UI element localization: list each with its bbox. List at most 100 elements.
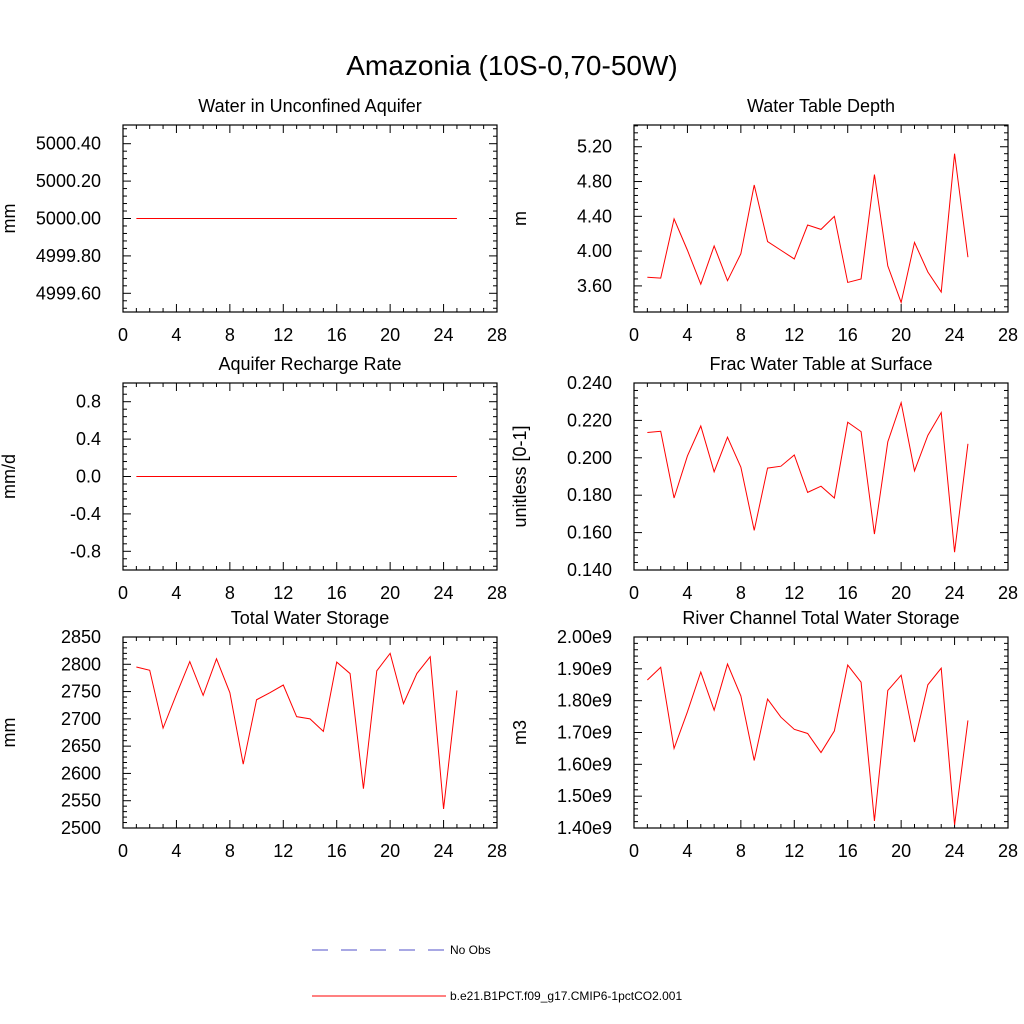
y-tick-label: 4999.80 bbox=[36, 246, 101, 266]
y-tick-label: 1.40e9 bbox=[557, 818, 612, 838]
y-tick-label: 0.140 bbox=[567, 560, 612, 580]
x-tick-label: 4 bbox=[171, 325, 181, 345]
panel-1: Water in Unconfined Aquifer 0 4 8 12 16 20 24 28… bbox=[0, 96, 507, 345]
y-tick-label: 2500 bbox=[61, 818, 101, 838]
panel-title: Water Table Depth bbox=[747, 96, 895, 116]
y-tick-label: 0.240 bbox=[567, 373, 612, 393]
x-tick-label: 0 bbox=[629, 841, 639, 861]
series-line bbox=[647, 153, 969, 305]
panel-title: Aquifer Recharge Rate bbox=[218, 354, 401, 374]
x-tick-label: 8 bbox=[736, 583, 746, 603]
y-tick-label: 2700 bbox=[61, 709, 101, 729]
series-line bbox=[647, 662, 969, 825]
x-tick-label: 0 bbox=[118, 583, 128, 603]
x-tick-label: 24 bbox=[434, 325, 454, 345]
x-tick-label: 16 bbox=[327, 325, 347, 345]
series-line bbox=[647, 400, 969, 553]
x-tick-label: 16 bbox=[327, 583, 347, 603]
x-tick-label: 16 bbox=[838, 583, 858, 603]
y-tick-label: 0.180 bbox=[567, 485, 612, 505]
x-tick-label: 4 bbox=[682, 583, 692, 603]
x-tick-label: 0 bbox=[629, 583, 639, 603]
x-tick-label: 4 bbox=[171, 583, 181, 603]
legend: No Obs b.e21.B1PCT.f09_g17.CMIP6-1pctCO2… bbox=[312, 943, 682, 1003]
x-tick-label: 12 bbox=[784, 325, 804, 345]
y-tick-label: 5000.20 bbox=[36, 171, 101, 191]
x-tick-label: 8 bbox=[225, 583, 235, 603]
x-tick-label: 12 bbox=[273, 583, 293, 603]
x-tick-label: 12 bbox=[784, 841, 804, 861]
x-tick-label: 16 bbox=[327, 841, 347, 861]
panel-title: River Channel Total Water Storage bbox=[682, 608, 959, 628]
y-tick-label: 1.90e9 bbox=[557, 659, 612, 679]
plot-frame bbox=[633, 382, 1009, 571]
y-axis-label: mm bbox=[0, 204, 19, 234]
x-tick-label: 28 bbox=[998, 583, 1018, 603]
x-tick-label: 28 bbox=[487, 583, 507, 603]
y-tick-label: 2800 bbox=[61, 654, 101, 674]
y-tick-label: 0.8 bbox=[76, 392, 101, 412]
x-tick-label: 20 bbox=[380, 583, 400, 603]
y-tick-label: 0.200 bbox=[567, 448, 612, 468]
x-tick-label: 0 bbox=[118, 841, 128, 861]
x-tick-label: 24 bbox=[945, 325, 965, 345]
series-line bbox=[136, 652, 458, 809]
x-tick-label: 20 bbox=[891, 325, 911, 345]
y-axis-label: mm bbox=[0, 718, 19, 748]
plot-frame bbox=[633, 124, 1009, 313]
y-tick-label: 0.160 bbox=[567, 523, 612, 543]
panel-title: Water in Unconfined Aquifer bbox=[198, 96, 421, 116]
legend-model-label: b.e21.B1PCT.f09_g17.CMIP6-1pctCO2.001 bbox=[450, 989, 682, 1003]
panels-group: Water in Unconfined Aquifer 0 4 8 12 16 20 24 28… bbox=[0, 96, 1018, 861]
x-tick-label: 28 bbox=[487, 325, 507, 345]
y-tick-label: 5.20 bbox=[577, 137, 612, 157]
y-tick-label: 3.60 bbox=[577, 276, 612, 296]
y-axis-label: m bbox=[510, 211, 530, 226]
y-tick-label: 2650 bbox=[61, 736, 101, 756]
panel-title: Frac Water Table at Surface bbox=[709, 354, 932, 374]
y-tick-label: 4.80 bbox=[577, 172, 612, 192]
x-tick-label: 20 bbox=[380, 325, 400, 345]
x-tick-label: 24 bbox=[945, 841, 965, 861]
x-tick-label: 24 bbox=[434, 583, 454, 603]
x-tick-label: 20 bbox=[891, 583, 911, 603]
panel-6: River Channel Total Water Storage 0 4 8 12 16… bbox=[510, 608, 1018, 861]
x-tick-label: 8 bbox=[225, 325, 235, 345]
y-tick-label: 5000.00 bbox=[36, 209, 101, 229]
y-tick-label: 2600 bbox=[61, 763, 101, 783]
y-axis-label: unitless [0-1] bbox=[510, 425, 530, 527]
x-tick-label: 28 bbox=[998, 325, 1018, 345]
x-tick-label: 12 bbox=[273, 325, 293, 345]
x-tick-label: 24 bbox=[434, 841, 454, 861]
plot-frame bbox=[122, 636, 498, 829]
panel-4: Frac Water Table at Surface 0 4 8 12 16 20 24 28… bbox=[510, 354, 1018, 603]
x-tick-label: 4 bbox=[171, 841, 181, 861]
y-tick-label: -0.8 bbox=[70, 541, 101, 561]
panel-5: Total Water Storage 0 4 8 12 16 20 24 28 2500 2550… bbox=[0, 608, 507, 861]
x-tick-label: 24 bbox=[945, 583, 965, 603]
y-tick-label: 2550 bbox=[61, 791, 101, 811]
x-tick-label: 16 bbox=[838, 325, 858, 345]
x-tick-label: 20 bbox=[380, 841, 400, 861]
x-tick-label: 16 bbox=[838, 841, 858, 861]
x-tick-label: 28 bbox=[998, 841, 1018, 861]
y-tick-label: 2850 bbox=[61, 627, 101, 647]
x-tick-label: 4 bbox=[682, 841, 692, 861]
y-tick-label: 2.00e9 bbox=[557, 627, 612, 647]
y-tick-label: -0.4 bbox=[70, 504, 101, 524]
x-tick-label: 0 bbox=[118, 325, 128, 345]
x-tick-label: 0 bbox=[629, 325, 639, 345]
y-tick-label: 2750 bbox=[61, 682, 101, 702]
y-tick-label: 5000.40 bbox=[36, 134, 101, 154]
y-axis-label: m3 bbox=[510, 720, 530, 745]
x-tick-label: 20 bbox=[891, 841, 911, 861]
y-tick-label: 1.60e9 bbox=[557, 754, 612, 774]
figure-title: Amazonia (10S-0,70-50W) bbox=[346, 50, 677, 81]
legend-obs-label: No Obs bbox=[450, 943, 491, 957]
x-tick-label: 4 bbox=[682, 325, 692, 345]
y-tick-label: 1.70e9 bbox=[557, 723, 612, 743]
y-tick-label: 4.00 bbox=[577, 241, 612, 261]
panel-3: Aquifer Recharge Rate 0 4 8 12 16 20 24 28 -0.8 -0… bbox=[0, 354, 507, 603]
y-tick-label: 0.220 bbox=[567, 410, 612, 430]
